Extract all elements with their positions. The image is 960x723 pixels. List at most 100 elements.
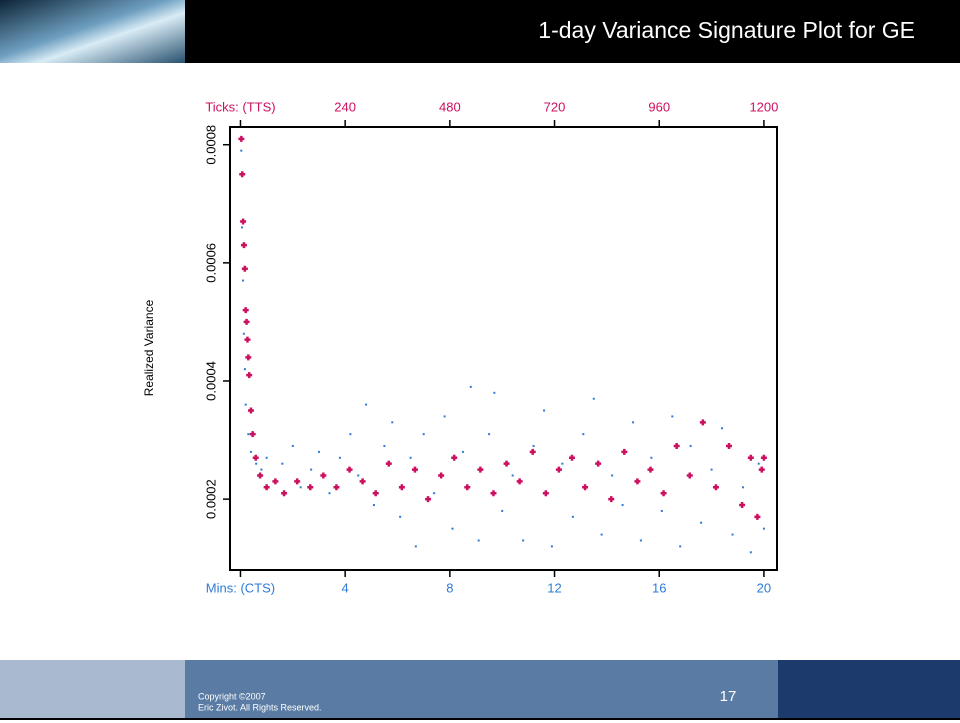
point: [758, 466, 765, 473]
point: [240, 218, 247, 225]
x2-tick-label: 1200: [749, 99, 778, 114]
point: [247, 407, 254, 414]
point: [451, 527, 454, 530]
point: [307, 484, 314, 491]
point: [760, 454, 767, 461]
point: [600, 533, 603, 536]
point: [621, 448, 628, 455]
point: [294, 478, 301, 485]
point: [257, 472, 264, 479]
point: [747, 454, 754, 461]
point: [731, 533, 734, 536]
point: [398, 484, 405, 491]
point: [328, 492, 331, 495]
point: [647, 466, 654, 473]
point: [712, 484, 719, 491]
point: [255, 462, 258, 465]
point: [689, 444, 692, 447]
point: [461, 450, 464, 453]
point: [281, 462, 284, 465]
point: [433, 492, 436, 495]
point: [252, 454, 259, 461]
plot-frame: [229, 126, 778, 571]
point: [671, 415, 674, 418]
point: [240, 242, 247, 249]
x-tick-label: 8: [446, 580, 453, 595]
point: [249, 431, 256, 438]
point: [568, 454, 575, 461]
point: [291, 444, 294, 447]
point: [242, 307, 249, 314]
point: [244, 336, 251, 343]
footer-left: [0, 660, 185, 718]
point: [503, 460, 510, 467]
copyright: Copyright ©2007: [198, 691, 266, 701]
x2-tick-label: Ticks: (TTS): [205, 99, 275, 114]
point: [611, 474, 614, 477]
point: [555, 466, 562, 473]
point: [249, 450, 252, 453]
point: [710, 468, 713, 471]
point: [383, 444, 386, 447]
point: [679, 545, 682, 548]
point: [260, 468, 263, 471]
point: [242, 279, 245, 282]
point: [317, 450, 320, 453]
point: [757, 462, 760, 465]
point: [241, 226, 244, 229]
point: [550, 545, 553, 548]
point: [516, 478, 523, 485]
y-tick-label: 0.0002: [203, 479, 218, 519]
footer-middle: [185, 660, 778, 718]
point: [469, 385, 472, 388]
point: [349, 433, 352, 436]
point: [726, 442, 733, 449]
point: [686, 472, 693, 479]
point: [451, 454, 458, 461]
point: [245, 354, 252, 361]
point: [242, 332, 245, 335]
point: [239, 171, 246, 178]
point: [346, 466, 353, 473]
point: [238, 135, 245, 142]
point: [391, 421, 394, 424]
point: [639, 539, 642, 542]
point: [333, 484, 340, 491]
point: [721, 427, 724, 430]
y-axis-label: Realized Variance: [142, 299, 156, 396]
point: [532, 444, 535, 447]
point: [365, 403, 368, 406]
point: [399, 515, 402, 518]
point: [272, 478, 279, 485]
x-tick-label: 12: [547, 580, 561, 595]
point: [338, 456, 341, 459]
x-tick-label: 4: [342, 580, 349, 595]
point: [357, 474, 360, 477]
rights: Eric Zivot. All Rights Reserved.: [198, 702, 322, 712]
x2-tick-label: 480: [439, 99, 461, 114]
point: [411, 466, 418, 473]
point: [699, 419, 706, 426]
point: [571, 515, 574, 518]
point: [263, 484, 270, 491]
point: [265, 456, 268, 459]
point: [595, 460, 602, 467]
point: [493, 391, 496, 394]
point: [739, 502, 746, 509]
point: [243, 368, 246, 371]
x-tick-label: 16: [652, 580, 666, 595]
point: [243, 318, 250, 325]
x2-tick-label: 720: [544, 99, 566, 114]
point: [372, 490, 379, 497]
point: [422, 433, 425, 436]
point: [621, 504, 624, 507]
point: [247, 433, 250, 436]
point: [241, 265, 248, 272]
point: [385, 460, 392, 467]
point: [650, 456, 653, 459]
point: [409, 456, 412, 459]
point: [477, 539, 480, 542]
point: [501, 509, 504, 512]
point: [414, 545, 417, 548]
